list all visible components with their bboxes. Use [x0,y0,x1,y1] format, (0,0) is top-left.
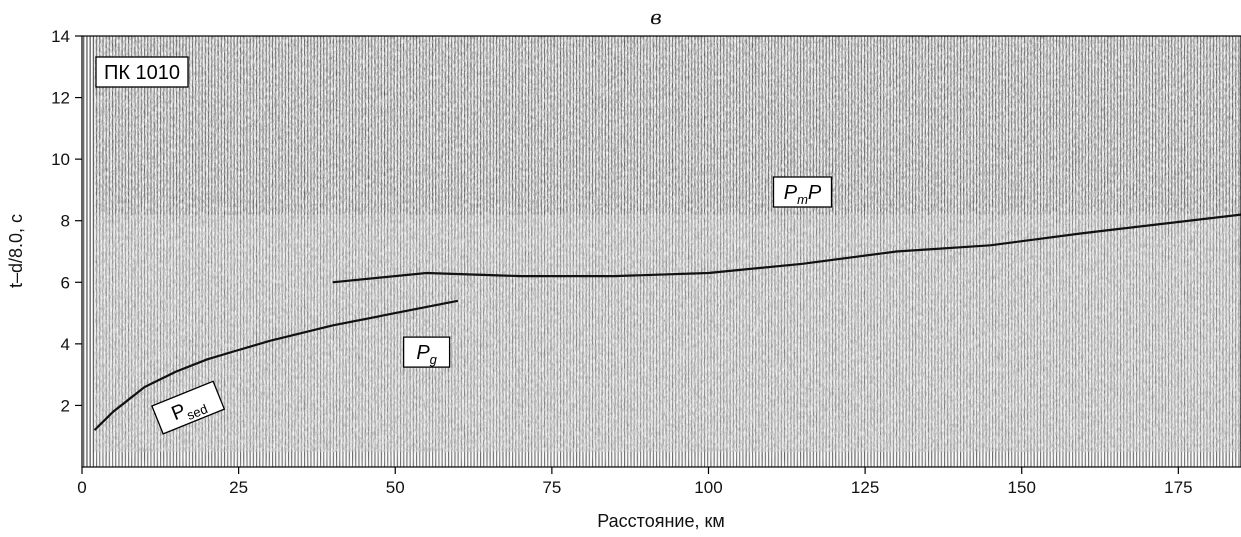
panel-label: в [650,5,662,29]
plot-area [82,36,1241,467]
x-tick-label: 175 [1164,478,1192,497]
first-arrival-line [93,299,459,431]
y-tick-label: 14 [51,27,70,46]
phase-label-box [151,380,226,435]
phase-label-psed: Psed [151,380,226,435]
x-tick-label: 100 [694,478,722,497]
plot-frame [81,35,1241,468]
y-tick-label: 12 [51,89,70,108]
phase-label-pmp: PmP [772,176,833,208]
x-tick-label: 75 [542,478,561,497]
y-tick-label: 2 [61,396,70,415]
x-tick-label: 0 [77,478,86,497]
phase-label-text: Psed [168,392,209,428]
coda-noise-region [94,36,1241,452]
station-label-box: ПК 1010 [95,56,189,88]
y-tick-label: 8 [61,212,70,231]
phase-label-box [772,176,833,208]
phase-label-box [402,336,451,368]
x-axis-title: Расстояние, км [597,511,724,531]
pmp-reflection-line [332,213,1241,284]
y-tick-label: 10 [51,150,70,169]
x-tick-label: 125 [851,478,879,497]
x-tick-label: 50 [386,478,405,497]
phase-label-text: PmP [784,182,822,207]
x-axis: 0 25 50 75 100 125 150 175 [77,467,1193,497]
phase-label-pg: Pg [402,336,451,368]
y-tick-label: 4 [61,335,70,354]
phase-labels: Psed Pg PmP [151,176,833,435]
y-tick-label: 6 [61,273,70,292]
y-axis: 2 4 6 8 10 12 14 [51,27,82,415]
x-tick-label: 25 [229,478,248,497]
x-tick-label: 150 [1008,478,1036,497]
phase-label-text: Pg [416,342,437,367]
station-label: ПК 1010 [104,62,180,84]
y-axis-title: t–d/8.0, с [6,214,26,288]
